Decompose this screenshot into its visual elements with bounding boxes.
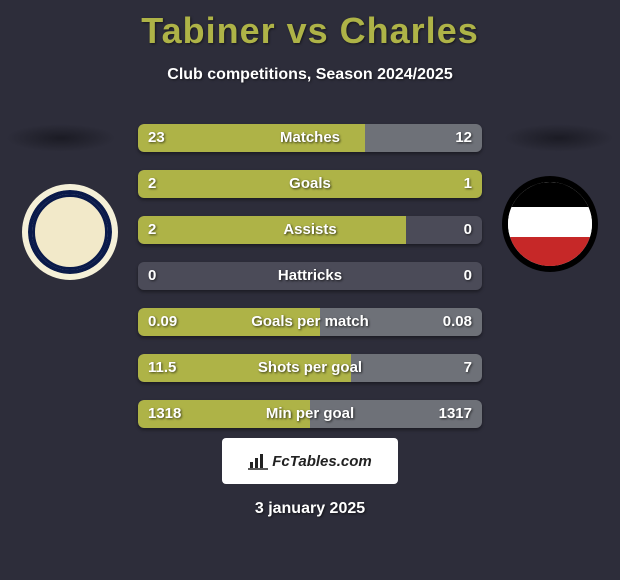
stat-label: Assists	[138, 216, 482, 244]
stat-label: Matches	[138, 124, 482, 152]
stat-value-right: 0	[454, 216, 482, 244]
stat-value-right: 12	[445, 124, 482, 152]
stat-row: 0.09 Goals per match 0.08	[138, 308, 482, 336]
stat-label: Shots per goal	[138, 354, 482, 382]
source-logo-text: FcTables.com	[272, 453, 371, 470]
stat-value-right: 0.08	[433, 308, 482, 336]
stat-value-right: 1317	[429, 400, 482, 428]
stat-row: 2 Assists 0	[138, 216, 482, 244]
date-label: 3 january 2025	[0, 500, 620, 518]
stat-label: Goals	[138, 170, 482, 198]
stat-value-right: 1	[454, 170, 482, 198]
stat-row: 0 Hattricks 0	[138, 262, 482, 290]
page-title: Tabiner vs Charles	[0, 0, 620, 52]
stat-value-right: 0	[454, 262, 482, 290]
team-crest-left	[22, 184, 118, 280]
stat-label: Hattricks	[138, 262, 482, 290]
stat-row: 23 Matches 12	[138, 124, 482, 152]
crest-shadow-right	[504, 124, 614, 152]
stat-value-right: 7	[454, 354, 482, 382]
team-crest-right	[502, 176, 598, 272]
stat-label: Goals per match	[138, 308, 482, 336]
crest-shadow-left	[6, 124, 116, 152]
subtitle: Club competitions, Season 2024/2025	[0, 66, 620, 84]
stat-row: 1318 Min per goal 1317	[138, 400, 482, 428]
stat-row: 11.5 Shots per goal 7	[138, 354, 482, 382]
source-logo: FcTables.com	[222, 438, 398, 484]
stats-bars: 23 Matches 12 2 Goals 1 2 Assists 0 0 Ha…	[138, 124, 482, 446]
stat-row: 2 Goals 1	[138, 170, 482, 198]
chart-icon	[248, 452, 268, 470]
